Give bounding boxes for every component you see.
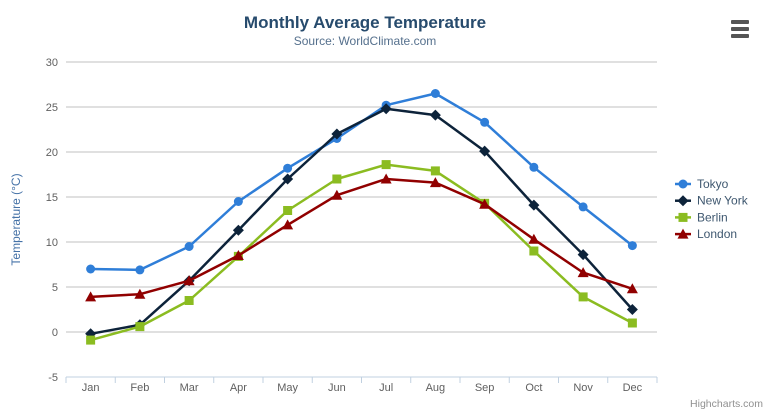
highcharts-credits-link[interactable]: Highcharts.com [690,398,763,410]
y-axis-label: 5 [52,282,58,294]
y-axis-label: 30 [46,57,58,69]
hamburger-bar [731,27,749,31]
data-point-london[interactable] [183,275,195,286]
chart-title: Monthly Average Temperature [243,13,487,32]
legend-label: New York [697,194,749,208]
x-axis-label: May [277,382,298,394]
x-axis-label: Jan [82,382,100,394]
data-point-berlin[interactable] [430,166,440,176]
data-point-london[interactable] [232,250,244,260]
data-point-london[interactable] [331,189,343,200]
data-point-tokyo[interactable] [578,202,588,212]
data-point-tokyo[interactable] [135,265,145,275]
legend-marker-triangle-icon [677,228,689,239]
data-point-tokyo[interactable] [184,242,194,251]
data-point-tokyo[interactable] [529,162,539,172]
data-point-berlin[interactable] [184,296,194,305]
data-point-london[interactable] [134,288,146,299]
data-point-tokyo[interactable] [430,89,440,98]
data-point-london[interactable] [282,219,294,230]
series-line-berlin[interactable] [89,163,634,342]
hamburger-icon[interactable] [731,20,749,38]
data-point-berlin[interactable] [578,292,588,302]
legend-marker-diamond-icon [677,195,689,207]
legend-label: Tokyo [697,177,729,191]
x-axis-label: Apr [230,382,247,394]
data-point-london[interactable] [85,291,97,302]
data-point-berlin[interactable] [381,160,391,170]
data-point-tokyo[interactable] [86,264,96,274]
y-axis-label: 25 [46,102,58,114]
data-point-tokyo[interactable] [233,197,243,206]
legend-label: Berlin [697,210,728,224]
data-point-berlin[interactable] [529,246,539,256]
y-axis-label: -5 [48,372,58,384]
data-point-new-york[interactable] [429,109,441,121]
data-point-berlin[interactable] [86,335,96,345]
legend-item-tokyo[interactable]: Tokyo [675,177,729,191]
series-line-new-york[interactable] [89,107,634,336]
legend-marker-square-icon [678,212,688,222]
data-point-tokyo[interactable] [627,241,637,251]
x-axis-label: Feb [130,382,149,394]
hamburger-bar [731,34,749,38]
data-point-berlin[interactable] [627,318,637,328]
data-point-new-york[interactable] [282,173,294,185]
x-axis-label: Aug [426,382,446,394]
hamburger-bar [731,20,749,24]
data-point-new-york[interactable] [528,199,540,211]
x-axis-label: Mar [180,382,199,394]
x-axis-label: Jun [328,382,346,394]
x-axis-label: Dec [623,382,643,394]
series-line-tokyo[interactable] [89,92,634,272]
x-axis-label: Oct [525,382,542,394]
data-point-berlin[interactable] [332,174,342,184]
legend-item-london[interactable]: London [675,227,737,241]
chart-subtitle: Source: WorldClimate.com [293,34,437,48]
legend-item-berlin[interactable]: Berlin [675,210,728,224]
data-point-tokyo[interactable] [480,117,490,127]
data-point-tokyo[interactable] [283,163,293,173]
data-point-london[interactable] [479,198,491,209]
data-point-london[interactable] [429,177,441,188]
data-point-london[interactable] [380,173,392,184]
legend-item-new-york[interactable]: New York [675,194,749,208]
data-point-new-york[interactable] [380,103,392,115]
x-axis-label: Nov [573,382,593,394]
data-point-london[interactable] [577,267,589,278]
y-axis-label: 20 [46,147,58,159]
data-point-berlin[interactable] [283,206,293,215]
data-point-berlin[interactable] [135,322,145,332]
x-axis-label: Sep [475,382,495,394]
data-point-new-york[interactable] [331,128,343,140]
y-axis-label: 15 [46,192,58,204]
x-axis-label: Jul [379,382,393,394]
data-point-new-york[interactable] [479,145,491,157]
series-line-london[interactable] [89,177,634,299]
legend-label: London [697,227,737,241]
data-point-new-york[interactable] [232,224,244,236]
y-axis-label: 10 [46,237,58,249]
data-point-london[interactable] [528,233,540,244]
data-point-new-york[interactable] [626,304,638,315]
data-point-london[interactable] [626,283,638,294]
legend-marker-circle-icon [678,179,688,189]
y-axis-title: Temperature (°C) [9,173,23,265]
data-point-new-york[interactable] [577,249,589,261]
y-axis-label: 0 [52,327,58,339]
